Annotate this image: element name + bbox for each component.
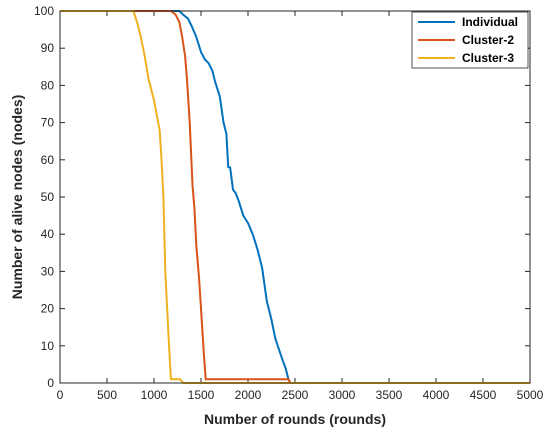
legend: Individual Cluster-2 Cluster-3 (411, 11, 529, 69)
x-tick-labels: 0 500 1000 1500 2000 2500 3000 3500 4000 4500 5000 (57, 388, 544, 402)
plot-frame (59, 10, 531, 384)
x-tick-label: 3500 (376, 388, 403, 402)
x-tick-label: 4500 (470, 388, 497, 402)
legend-label-cluster-2: Cluster-2 (462, 33, 514, 47)
y-tick-label: 80 (41, 78, 55, 92)
series-line-individual (60, 10, 530, 384)
series-line-cluster-2 (60, 10, 530, 384)
x-tick-label: 2500 (282, 388, 309, 402)
x-tick-label: 1500 (188, 388, 215, 402)
y-tick-label: 40 (41, 227, 55, 241)
y-axis-label: Number of alive nodes (nodes) (9, 95, 25, 300)
y-tick-label: 0 (47, 376, 54, 390)
y-tick-label: 50 (41, 190, 55, 204)
x-tick-label: 4000 (423, 388, 450, 402)
x-axis-label: Number of rounds (rounds) (204, 411, 386, 427)
legend-label-individual: Individual (462, 15, 518, 29)
y-tick-label: 10 (41, 339, 55, 353)
x-tick-label: 1000 (141, 388, 168, 402)
x-tick-label: 3000 (329, 388, 356, 402)
legend-label-cluster-3: Cluster-3 (462, 51, 514, 65)
y-tick-label: 70 (41, 116, 55, 130)
y-tick-labels: 0 10 20 30 40 50 60 70 80 90 100 (34, 4, 54, 390)
y-tick-label: 90 (41, 41, 55, 55)
x-tick-label: 5000 (517, 388, 544, 402)
y-tick-label: 100 (34, 4, 54, 18)
y-tick-label: 60 (41, 153, 55, 167)
y-tick-label: 20 (41, 302, 55, 316)
x-tick-label: 0 (57, 388, 64, 402)
series-line-cluster-3 (60, 10, 530, 384)
x-tick-label: 2000 (235, 388, 262, 402)
y-tick-label: 30 (41, 264, 55, 278)
plot-area (60, 11, 530, 383)
x-tick-label: 500 (97, 388, 117, 402)
series-lines (60, 10, 530, 384)
